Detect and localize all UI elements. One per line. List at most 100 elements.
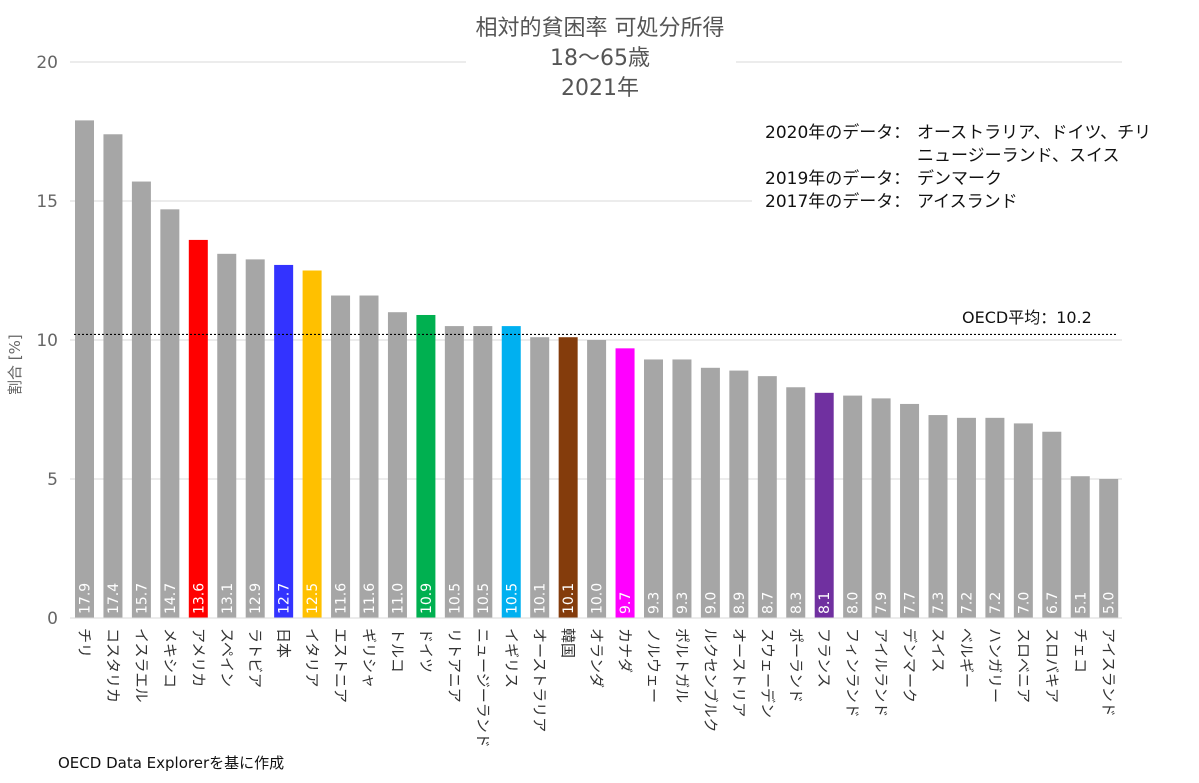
note-row: 2019年のデータ： デンマーク [765,168,1151,191]
data-label: 12.7 [277,583,293,614]
chart-title-line2: 18～65歳 [550,46,650,71]
data-label: 8.7 [760,592,776,614]
x-tick-label: スロベニア [1014,628,1032,703]
x-tick-label: オーストリア [730,628,748,717]
data-label: 10.5 [476,583,492,614]
note-key: 2019年のデータ： [765,169,911,189]
bar [587,340,607,618]
bar [900,403,920,618]
bar [729,370,749,618]
data-label: 10.9 [419,583,435,614]
bar [131,181,151,619]
note-value: オーストラリア、ドイツ、チリ [917,123,1152,143]
x-tick-label: 日本 [275,628,293,658]
data-label: 7.7 [903,592,919,614]
x-tick-label: ルクセンブルク [701,628,719,733]
bar [160,209,180,618]
bar [786,387,806,618]
data-label: 11.0 [390,583,406,614]
chart-title-line1: 相対的貧困率 可処分所得 [475,16,725,41]
bar [359,295,379,618]
bar [530,337,550,618]
bar [814,392,834,618]
bar [331,295,351,618]
note-row: 2020年のデータ： オーストラリア、ドイツ、チリ [765,122,1151,145]
bar [1070,476,1090,618]
source-note: OECD Data Explorerを基に作成 [58,754,285,772]
bar [1013,423,1033,618]
x-tick-label: エストニア [332,628,350,703]
bar [644,359,663,618]
data-label: 5.1 [1073,592,1089,614]
data-label: 7.9 [874,592,890,614]
x-tick-label: リトアニア [445,628,463,703]
bar [473,326,493,618]
x-tick-label: 韓国 [559,628,577,658]
y-tick-label: 15 [36,192,58,212]
bar [558,337,578,618]
bar [843,395,863,618]
bar [274,264,294,618]
x-tick-label: ベルギー [957,628,975,688]
bar [985,417,1005,618]
x-tick-label: チェコ [1071,628,1089,673]
bar [956,417,976,618]
data-label: 10.1 [533,583,549,614]
x-tick-label: チリ [76,628,94,658]
x-tick-label: フィンランド [844,628,862,718]
x-tick-label: カナダ [616,628,634,673]
x-tick-label: スペイン [218,628,236,687]
note-value: ニュージーランド、スイス [917,146,1120,166]
x-tick-label: アイルランド [872,628,890,717]
data-label: 6.7 [1045,592,1061,614]
bar [1042,431,1062,618]
chart-title-line3: 2021年 [561,76,639,101]
note-value: アイスランド [917,192,1018,212]
x-tick-label: ラトビア [246,628,264,688]
note-key: 2020年のデータ： [765,123,911,143]
data-label: 11.6 [362,583,378,614]
bar [757,376,777,618]
data-label: 10.0 [590,583,606,614]
x-tick-label: スウェーデン [758,628,776,718]
y-tick-label: 5 [47,470,58,490]
data-label: 12.5 [305,583,321,614]
bar [672,359,692,618]
bar [387,312,407,618]
bar [416,314,436,618]
data-label: 10.5 [504,583,520,614]
note-key: 2017年のデータ： [765,192,911,212]
x-tick-label: イギリス [502,628,520,688]
data-label: 13.1 [220,583,236,614]
bar [217,253,237,618]
bar [1099,479,1119,618]
x-tick-label: スイス [929,628,947,673]
data-label: 5.0 [1102,592,1118,614]
note-value: デンマーク [917,169,1002,189]
x-tick-label: オランダ [588,628,606,688]
data-label: 8.0 [846,592,862,614]
note-row: ニュージーランド、スイス [765,145,1151,168]
note-row: 2017年のデータ： アイスランド [765,191,1151,214]
x-tick-label: ノルウェー [645,628,663,703]
x-tick-label: コスタリカ [104,628,122,703]
x-tick-label: ポーランド [787,628,805,703]
bar [615,348,635,618]
data-label: 10.5 [447,583,463,614]
data-label: 7.0 [1016,592,1032,614]
x-tick-label: ギリシャ [360,628,378,688]
data-label: 13.6 [191,583,207,614]
data-label: 8.1 [817,592,833,614]
data-label: 14.7 [163,583,179,614]
x-tick-label: スロバキア [1043,628,1061,703]
x-tick-label: イスラエル [132,628,150,703]
data-label: 7.3 [931,592,947,614]
data-label: 12.9 [248,583,264,614]
x-tick-label: ニュージーランド [474,628,492,748]
x-tick-label: イタリア [303,628,321,687]
data-year-notes: 2020年のデータ： オーストラリア、ドイツ、チリ ニュージーランド、スイス 2… [765,122,1151,214]
x-tick-label: デンマーク [901,628,919,703]
bar [700,367,720,618]
data-label: 9.7 [618,592,634,614]
